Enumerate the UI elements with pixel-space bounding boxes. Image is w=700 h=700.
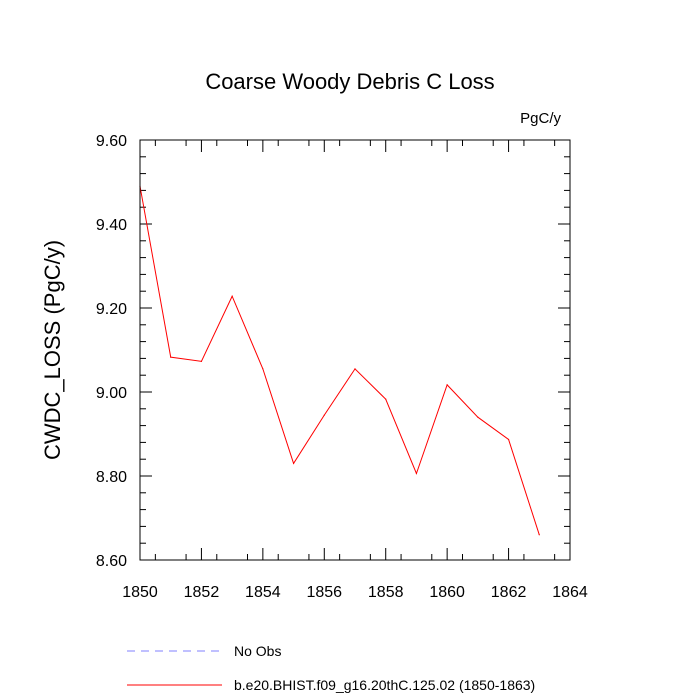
x-tick-label: 1860 — [429, 584, 465, 601]
data-point — [507, 438, 510, 441]
data-point — [170, 356, 172, 358]
legend: No Obs b.e20.BHIST.f09_g16.20thC.125.02 (… — [127, 643, 535, 693]
units-label: PgC/y — [520, 110, 561, 127]
axis-ticks — [139, 139, 571, 561]
data-point — [354, 368, 356, 370]
data-point — [292, 462, 295, 464]
chart-title: Coarse Woody Debris C Loss — [205, 69, 494, 94]
y-axis-label: CWDC_LOSS (PgC/y) — [40, 240, 65, 460]
x-tick-label: 1858 — [368, 584, 404, 601]
series-layer — [139, 185, 540, 536]
axis-tick-labels: 1850 1852 1854 1856 1858 1860 1862 1864 8.60 8.80… — [96, 133, 588, 601]
data-point — [231, 295, 233, 297]
data-point — [477, 416, 479, 418]
y-tick-label: 9.60 — [96, 133, 127, 150]
x-tick-label: 1856 — [306, 584, 342, 601]
x-tick-label: 1850 — [122, 584, 158, 601]
plot-frame — [139, 139, 571, 561]
x-tick-label: 1854 — [245, 584, 281, 601]
y-tick-label: 8.80 — [96, 469, 127, 486]
legend-label: No Obs — [234, 643, 281, 659]
y-tick-label: 9.00 — [96, 385, 127, 402]
x-tick-label: 1862 — [491, 584, 527, 601]
x-tick-label: 1852 — [184, 584, 220, 601]
data-point — [538, 534, 540, 536]
y-tick-label: 9.20 — [96, 301, 127, 318]
data-point — [415, 472, 418, 475]
y-tick-label: 8.60 — [96, 553, 127, 570]
legend-label: b.e20.BHIST.f09_g16.20thC.125.02 (1850-1… — [234, 677, 535, 693]
data-point — [262, 368, 264, 370]
data-point — [446, 384, 448, 386]
y-tick-label: 9.40 — [96, 217, 127, 234]
data-point — [385, 398, 387, 400]
x-tick-label: 1864 — [552, 584, 588, 601]
data-point — [200, 360, 203, 362]
data-point — [323, 414, 325, 416]
series-line — [139, 186, 540, 535]
